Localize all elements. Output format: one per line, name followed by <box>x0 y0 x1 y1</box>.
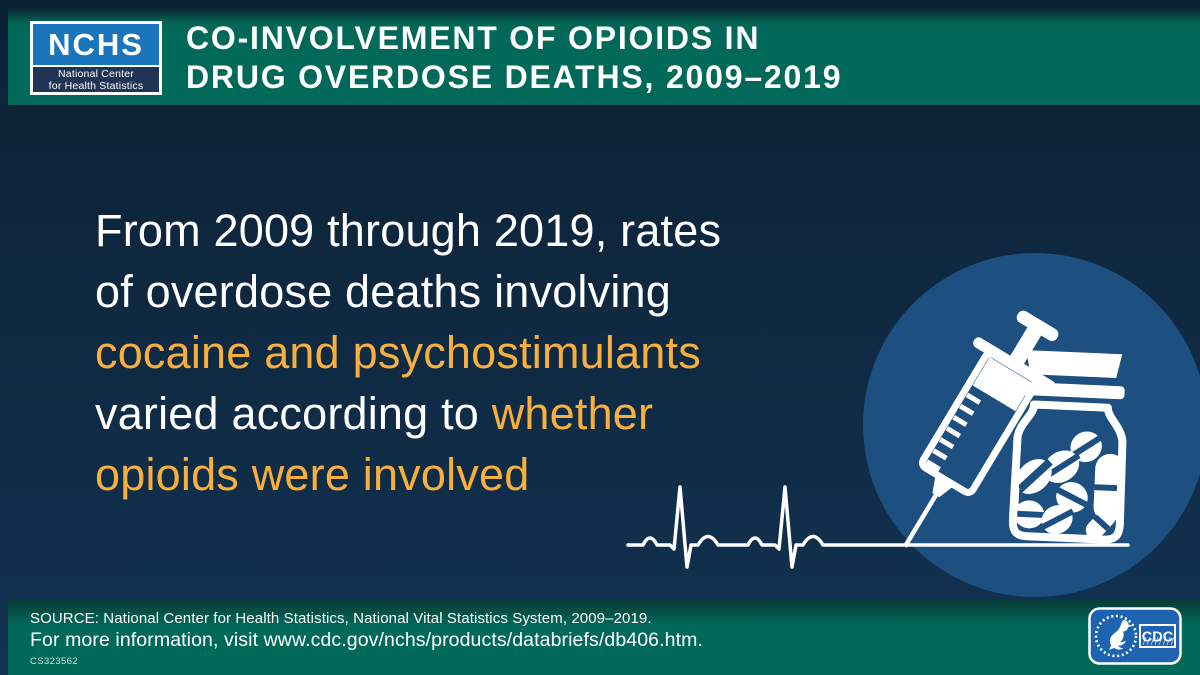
cdc-logo: CDC <box>1088 607 1182 665</box>
pill-bottle-icon <box>1008 350 1127 544</box>
nchs-acronym: NCHS <box>33 24 159 65</box>
statement-line: cocaine and psychostimulants <box>95 327 701 378</box>
headline-statement: From 2009 through 2019, rates of overdos… <box>95 200 855 505</box>
svg-text:CDC: CDC <box>1142 630 1174 646</box>
pills <box>1012 431 1125 540</box>
statement-line: of overdose deaths involving <box>95 266 671 317</box>
document-number: CS323562 <box>30 656 79 667</box>
more-info-text: For more information, visit www.cdc.gov/… <box>30 629 703 651</box>
syringe-icon <box>903 310 1059 548</box>
cdc-wordmark: CDC <box>1139 624 1176 648</box>
nchs-logo: NCHS National Center for Health Statisti… <box>30 21 162 95</box>
header-band: NCHS National Center for Health Statisti… <box>8 8 1200 105</box>
page-title-line1: CO-INVOLVEMENT OF OPIOIDS IN <box>186 20 761 56</box>
statement-line: From 2009 through 2019, rates <box>95 205 722 256</box>
nchs-name: National Center for Health Statistics <box>33 65 159 92</box>
footer-band: SOURCE: National Center for Health Stati… <box>8 600 1200 675</box>
nchs-name-line2: for Health Statistics <box>48 79 144 92</box>
statement-line: opioids were involved <box>95 449 530 500</box>
statement-line: varied according to whether <box>95 388 654 439</box>
nchs-name-line1: National Center <box>58 67 134 80</box>
page-title: CO-INVOLVEMENT OF OPIOIDS IN DRUG OVERDO… <box>186 19 842 97</box>
hhs-eagle-icon <box>1094 614 1138 658</box>
ekg-line-icon <box>626 485 1130 569</box>
source-text: SOURCE: National Center for Health Stati… <box>30 610 652 627</box>
page-title-line2: DRUG OVERDOSE DEATHS, 2009–2019 <box>186 59 843 95</box>
